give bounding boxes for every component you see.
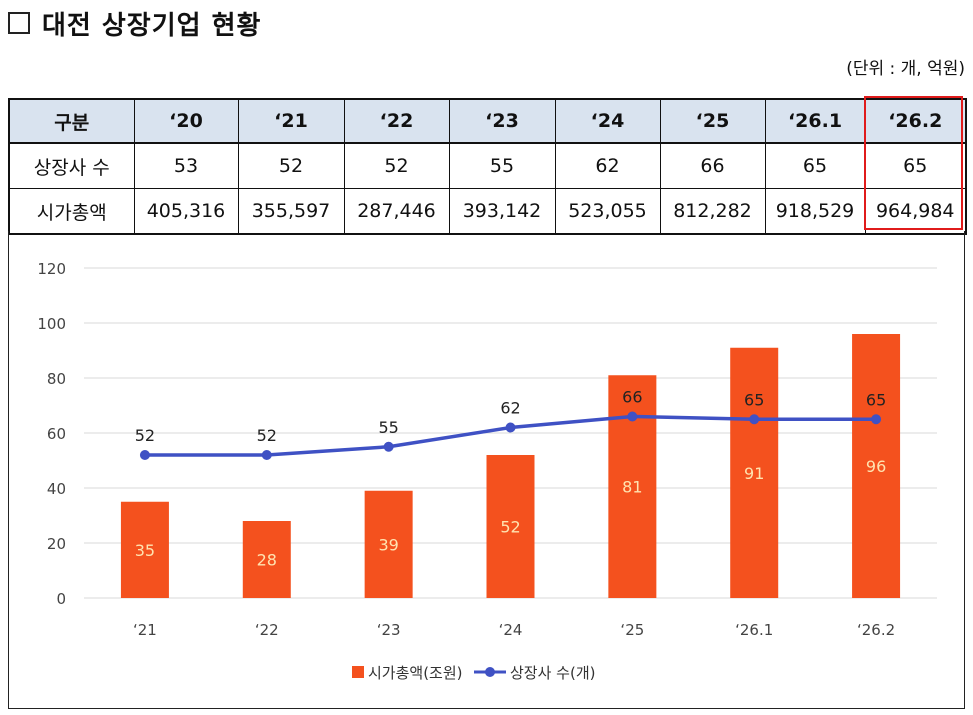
line-point	[627, 411, 638, 422]
y-tick-label: 60	[47, 425, 66, 443]
bar-data-label: 81	[622, 478, 642, 497]
table-header-row: 구분 ‘20 ‘21 ‘22 ‘23 ‘24 ‘25 ‘26.1 ‘26.2	[8, 98, 967, 144]
header-cell: ‘26.2	[864, 98, 967, 144]
line-point	[261, 450, 272, 460]
line-data-label: 65	[744, 390, 764, 409]
header-cell: ‘25	[659, 98, 766, 144]
x-tick-label: ‘24	[499, 621, 523, 639]
bar-data-label: 35	[135, 541, 155, 560]
x-tick-label: ‘25	[620, 621, 644, 639]
checkbox-icon	[8, 12, 30, 34]
table-row: 시가총액 405,316 355,597 287,446 393,142 523…	[8, 188, 967, 235]
table-row: 상장사 수 53 52 52 55 62 66 65 65	[8, 142, 967, 189]
line-point	[383, 441, 394, 452]
x-tick-label: ‘23	[377, 621, 401, 639]
table-cell: 53	[133, 142, 239, 189]
line-point	[871, 414, 882, 425]
line-point	[505, 422, 516, 433]
header-cell: ‘20	[133, 98, 239, 144]
table-cell: 355,597	[237, 188, 345, 235]
bar	[242, 521, 291, 598]
legend-label: 상장사 수(개)	[510, 664, 595, 682]
y-tick-label: 100	[37, 315, 66, 333]
table-cell: 393,142	[448, 188, 556, 235]
x-tick-label: ‘26.1	[735, 621, 773, 639]
bar-data-label: 96	[866, 457, 886, 476]
table-cell: 405,316	[133, 188, 239, 235]
bar-data-label: 52	[500, 518, 520, 537]
bar	[120, 501, 169, 598]
y-tick-label: 20	[47, 535, 66, 553]
line-data-label: 65	[866, 390, 886, 409]
x-tick-label: ‘22	[255, 621, 279, 639]
line-point	[749, 414, 760, 425]
y-tick-label: 80	[47, 370, 66, 388]
line-data-label: 62	[500, 399, 520, 418]
table-cell: 55	[448, 142, 556, 189]
bar-data-label: 91	[744, 464, 764, 483]
header-cell: 구분	[8, 98, 135, 144]
data-table: 구분 ‘20 ‘21 ‘22 ‘23 ‘24 ‘25 ‘26.1 ‘26.2 상…	[8, 98, 967, 235]
table-cell: 964,984	[864, 188, 967, 235]
legend-swatch-point	[485, 667, 495, 677]
table-cell: 523,055	[554, 188, 661, 235]
table-cell: 287,446	[343, 188, 450, 235]
table-cell: 66	[659, 142, 766, 189]
table-cell: 65	[864, 142, 967, 189]
x-tick-label: ‘26.2	[857, 621, 895, 639]
table-cell: 52	[237, 142, 345, 189]
header-cell: ‘22	[343, 98, 450, 144]
x-tick-label: ‘21	[133, 621, 157, 639]
line-data-label: 52	[135, 426, 155, 445]
line-data-label: 52	[257, 426, 277, 445]
table-cell: 65	[764, 142, 866, 189]
header-cell: ‘24	[554, 98, 661, 144]
table-cell: 812,282	[659, 188, 766, 235]
table-cell: 62	[554, 142, 661, 189]
bar	[364, 490, 413, 598]
header-cell: ‘26.1	[764, 98, 866, 144]
header-cell: ‘21	[237, 98, 345, 144]
legend-swatch-bar	[352, 666, 364, 678]
line-point	[139, 450, 150, 460]
unit-note: (단위 : 개, 억원)	[846, 59, 965, 79]
y-tick-label: 0	[56, 590, 66, 608]
header-cell: ‘23	[448, 98, 556, 144]
bar-data-label: 28	[257, 551, 277, 570]
line-data-label: 55	[378, 418, 398, 437]
combo-chart: 0 20 40 60 80 100 120 35 28 39 52 81 91 96 52 52 55 62 66 6…	[37, 260, 937, 682]
row-label: 상장사 수	[8, 142, 135, 189]
bar-data-label: 39	[378, 535, 398, 554]
bar	[486, 455, 535, 598]
bar	[852, 334, 901, 598]
bar	[730, 347, 779, 598]
y-tick-label: 120	[37, 260, 66, 278]
row-label: 시가총액	[8, 188, 135, 235]
y-tick-label: 40	[47, 480, 66, 498]
table-cell: 918,529	[764, 188, 866, 235]
table-cell: 52	[343, 142, 450, 189]
page-title: 대전 상장기업 현황	[42, 10, 262, 41]
chart-frame: 0 20 40 60 80 100 120 35 28 39 52 81 91 96 52 52 55 62 66 6…	[8, 231, 965, 709]
line-data-label: 66	[622, 388, 642, 407]
legend-label: 시가총액(조원)	[368, 664, 463, 682]
title-row: 대전 상장기업 현황	[8, 6, 262, 41]
